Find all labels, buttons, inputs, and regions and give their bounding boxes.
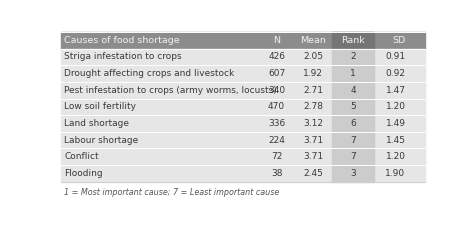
Text: 0.92: 0.92: [385, 69, 405, 78]
Text: Flooding: Flooding: [64, 169, 103, 178]
Text: Low soil fertility: Low soil fertility: [64, 102, 136, 111]
Text: 426: 426: [268, 52, 285, 61]
Text: Striga infestation to crops: Striga infestation to crops: [64, 52, 182, 61]
Text: N: N: [273, 36, 280, 45]
Text: 72: 72: [271, 152, 282, 161]
Text: 1.20: 1.20: [385, 102, 405, 111]
Text: 2.71: 2.71: [303, 86, 323, 95]
Text: 2.05: 2.05: [303, 52, 323, 61]
Text: 3.71: 3.71: [303, 136, 323, 145]
Bar: [332, 49, 374, 65]
Text: Rank: Rank: [341, 36, 365, 45]
Bar: [332, 32, 374, 49]
Bar: [332, 115, 374, 132]
Text: Conflict: Conflict: [64, 152, 99, 161]
Bar: [61, 32, 425, 49]
Text: 3: 3: [350, 169, 356, 178]
Bar: [332, 132, 374, 148]
Text: 3.71: 3.71: [303, 152, 323, 161]
Bar: [61, 165, 425, 182]
Bar: [332, 165, 374, 182]
Text: Pest infestation to crops (army worms, locusts): Pest infestation to crops (army worms, l…: [64, 86, 277, 95]
Text: 1 = Most important cause; 7 = Least important cause: 1 = Most important cause; 7 = Least impo…: [64, 188, 279, 197]
Text: 607: 607: [268, 69, 285, 78]
Text: SD: SD: [392, 36, 405, 45]
Bar: [332, 82, 374, 98]
Text: 7: 7: [350, 136, 356, 145]
Bar: [61, 132, 425, 148]
Text: 1.49: 1.49: [385, 119, 405, 128]
Bar: [61, 49, 425, 65]
Text: 6: 6: [350, 119, 356, 128]
Text: 224: 224: [268, 136, 285, 145]
Text: 5: 5: [350, 102, 356, 111]
Text: 336: 336: [268, 119, 285, 128]
Text: 470: 470: [268, 102, 285, 111]
Text: 1.45: 1.45: [385, 136, 405, 145]
Bar: [61, 82, 425, 98]
Text: 2.78: 2.78: [303, 102, 323, 111]
Bar: [61, 98, 425, 115]
Text: 1.47: 1.47: [385, 86, 405, 95]
Bar: [61, 115, 425, 132]
Text: 1.90: 1.90: [385, 169, 405, 178]
Text: Land shortage: Land shortage: [64, 119, 129, 128]
Bar: [332, 65, 374, 82]
Text: Mean: Mean: [300, 36, 326, 45]
Text: 2: 2: [350, 52, 356, 61]
Text: 4: 4: [350, 86, 356, 95]
Text: 3.12: 3.12: [303, 119, 323, 128]
Text: Causes of food shortage: Causes of food shortage: [64, 36, 180, 45]
Text: 2.45: 2.45: [303, 169, 323, 178]
Text: 38: 38: [271, 169, 283, 178]
Text: 0.91: 0.91: [385, 52, 405, 61]
Text: Labour shortage: Labour shortage: [64, 136, 138, 145]
Bar: [61, 65, 425, 82]
Text: 1: 1: [350, 69, 356, 78]
Bar: [332, 148, 374, 165]
Text: 1.20: 1.20: [385, 152, 405, 161]
Bar: [332, 98, 374, 115]
Text: 1.92: 1.92: [303, 69, 323, 78]
Bar: [61, 148, 425, 165]
Text: 7: 7: [350, 152, 356, 161]
Text: 340: 340: [268, 86, 285, 95]
Text: Drought affecting crops and livestock: Drought affecting crops and livestock: [64, 69, 234, 78]
